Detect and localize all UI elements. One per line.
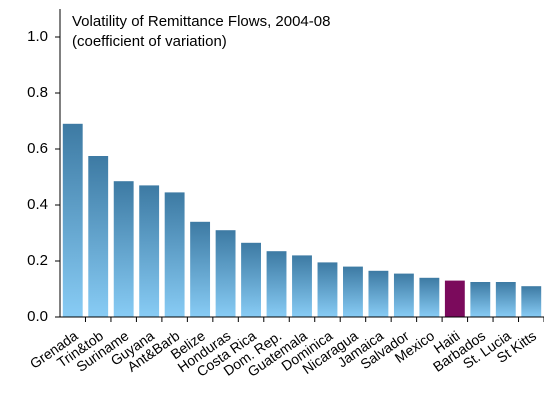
y-tick-label: 1.0 [27,28,48,45]
y-tick-label: 0.2 [27,252,48,269]
bar [495,282,516,317]
bar [470,282,491,317]
y-tick-label: 0.4 [27,196,48,213]
bar [190,221,211,317]
bar [62,123,83,317]
bar [164,192,185,317]
bar [292,255,312,317]
bar [521,286,542,317]
bar [368,270,389,317]
bar [88,156,109,317]
bar [419,277,440,317]
y-tick-label: 0.0 [27,308,48,325]
chart-subtitle: (coefficient of variation) [72,33,227,50]
y-tick-label: 0.8 [27,84,48,101]
bar [266,251,287,317]
bar [113,181,134,317]
bar [393,273,414,317]
y-tick-label: 0.6 [27,140,48,157]
bar [241,242,261,317]
bar [444,280,465,317]
chart-title: Volatility of Remittance Flows, 2004-08 [72,13,330,30]
bar [139,185,160,317]
bar [343,266,363,317]
bar [317,262,338,317]
bar [215,230,236,317]
